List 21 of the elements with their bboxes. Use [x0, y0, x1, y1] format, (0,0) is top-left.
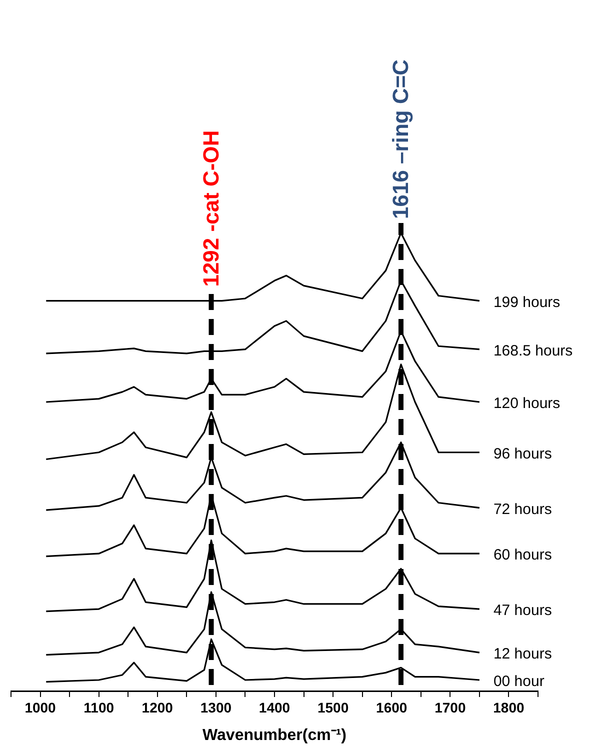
- series-label: 60 hours: [493, 546, 552, 564]
- series-label: 00 hour: [493, 673, 544, 690]
- x-tick-label: 1400: [258, 699, 290, 716]
- x-tick-label: 1500: [317, 699, 349, 716]
- series-label: 72 hours: [493, 500, 552, 518]
- series-label: 120 hours: [493, 395, 560, 412]
- x-tick-label: 1000: [24, 699, 56, 716]
- x-tick-label: 1100: [84, 699, 114, 716]
- x-axis-title: Wavenumber(cm⁻¹): [202, 726, 346, 744]
- series-label: 168.5 hours: [493, 342, 573, 360]
- ref-line-label: 1292 -cat C-OH: [198, 130, 224, 287]
- x-tick-label: 1600: [376, 699, 408, 716]
- x-tick-label: 1700: [434, 699, 466, 716]
- series-label: 96 hours: [493, 446, 552, 463]
- ref-line-label: 1616 –ring C=C: [388, 59, 414, 219]
- x-tick-label: 1800: [493, 699, 525, 716]
- series-label: 199 hours: [493, 294, 560, 311]
- x-tick-label: 1300: [200, 699, 232, 716]
- series-label: 47 hours: [493, 602, 552, 620]
- x-tick-label: 1200: [142, 699, 174, 716]
- series-label: 12 hours: [493, 646, 552, 663]
